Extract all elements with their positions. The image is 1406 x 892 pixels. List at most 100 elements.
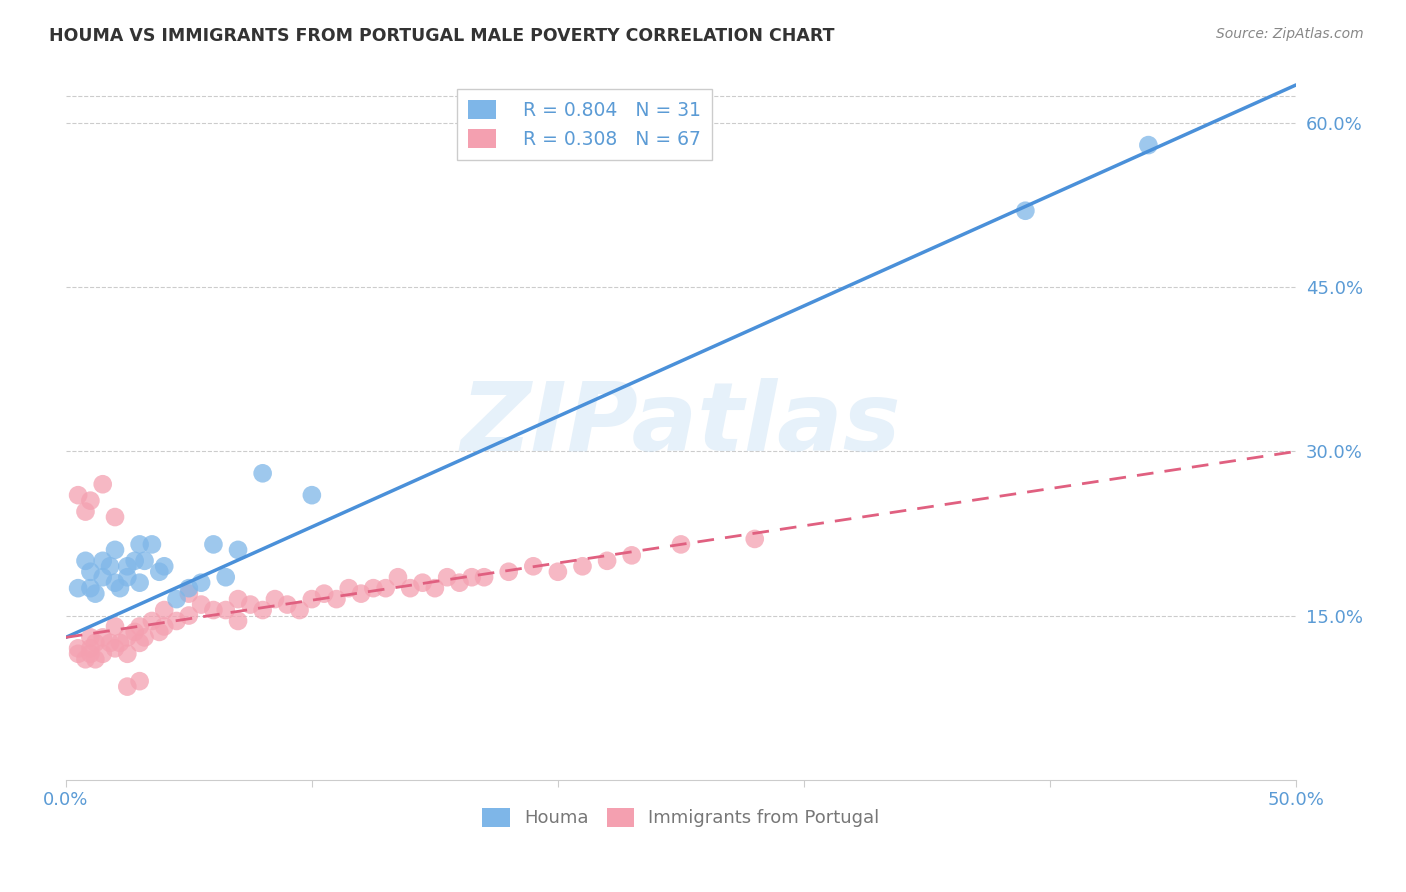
Point	[75, 505, 97, 519]
Point	[325, 592, 347, 607]
Point	[67, 641, 90, 656]
Point	[547, 565, 569, 579]
Point	[84, 636, 107, 650]
Legend: Houma, Immigrants from Portugal: Houma, Immigrants from Portugal	[475, 801, 887, 835]
Point	[108, 581, 131, 595]
Point	[314, 587, 336, 601]
Point	[117, 631, 139, 645]
Point	[153, 603, 176, 617]
Point	[79, 565, 101, 579]
Point	[190, 598, 212, 612]
Point	[461, 570, 484, 584]
Point	[79, 493, 101, 508]
Point	[104, 510, 127, 524]
Point	[288, 603, 311, 617]
Point	[91, 554, 114, 568]
Point	[79, 581, 101, 595]
Point	[620, 549, 643, 563]
Point	[412, 575, 434, 590]
Point	[91, 477, 114, 491]
Text: HOUMA VS IMMIGRANTS FROM PORTUGAL MALE POVERTY CORRELATION CHART: HOUMA VS IMMIGRANTS FROM PORTUGAL MALE P…	[49, 27, 835, 45]
Point	[215, 603, 238, 617]
Point	[128, 619, 150, 633]
Point	[128, 537, 150, 551]
Point	[436, 570, 458, 584]
Point	[226, 592, 249, 607]
Point	[75, 554, 97, 568]
Point	[472, 570, 495, 584]
Point	[128, 575, 150, 590]
Point	[84, 587, 107, 601]
Point	[337, 581, 360, 595]
Point	[399, 581, 422, 595]
Point	[124, 554, 146, 568]
Point	[226, 614, 249, 628]
Point	[108, 636, 131, 650]
Point	[264, 592, 287, 607]
Point	[177, 581, 200, 595]
Point	[134, 554, 156, 568]
Point	[148, 624, 170, 639]
Point	[215, 570, 238, 584]
Point	[202, 603, 225, 617]
Text: ZIPatlas: ZIPatlas	[461, 377, 901, 471]
Point	[153, 619, 176, 633]
Point	[104, 619, 127, 633]
Point	[98, 636, 121, 650]
Point	[79, 631, 101, 645]
Point	[449, 575, 471, 590]
Point	[148, 565, 170, 579]
Point	[177, 608, 200, 623]
Point	[79, 647, 101, 661]
Point	[141, 614, 163, 628]
Point	[301, 592, 323, 607]
Point	[374, 581, 396, 595]
Point	[91, 570, 114, 584]
Point	[104, 575, 127, 590]
Point	[128, 636, 150, 650]
Point	[117, 647, 139, 661]
Point	[117, 570, 139, 584]
Point	[141, 537, 163, 551]
Point	[98, 559, 121, 574]
Point	[226, 542, 249, 557]
Point	[363, 581, 385, 595]
Point	[596, 554, 619, 568]
Point	[117, 559, 139, 574]
Point	[669, 537, 692, 551]
Point	[67, 581, 90, 595]
Point	[1137, 138, 1160, 153]
Point	[134, 631, 156, 645]
Point	[75, 652, 97, 666]
Point	[128, 674, 150, 689]
Point	[91, 631, 114, 645]
Point	[571, 559, 593, 574]
Point	[91, 647, 114, 661]
Point	[423, 581, 446, 595]
Point	[104, 542, 127, 557]
Point	[166, 592, 188, 607]
Point	[190, 575, 212, 590]
Point	[202, 537, 225, 551]
Point	[124, 624, 146, 639]
Point	[67, 488, 90, 502]
Point	[84, 652, 107, 666]
Point	[104, 641, 127, 656]
Point	[744, 532, 766, 546]
Point	[177, 587, 200, 601]
Point	[153, 559, 176, 574]
Point	[522, 559, 544, 574]
Point	[252, 603, 274, 617]
Point	[1014, 203, 1036, 218]
Text: Source: ZipAtlas.com: Source: ZipAtlas.com	[1216, 27, 1364, 41]
Point	[498, 565, 520, 579]
Point	[79, 641, 101, 656]
Point	[276, 598, 298, 612]
Point	[67, 647, 90, 661]
Point	[117, 680, 139, 694]
Point	[252, 467, 274, 481]
Point	[166, 614, 188, 628]
Point	[239, 598, 262, 612]
Point	[387, 570, 409, 584]
Point	[350, 587, 373, 601]
